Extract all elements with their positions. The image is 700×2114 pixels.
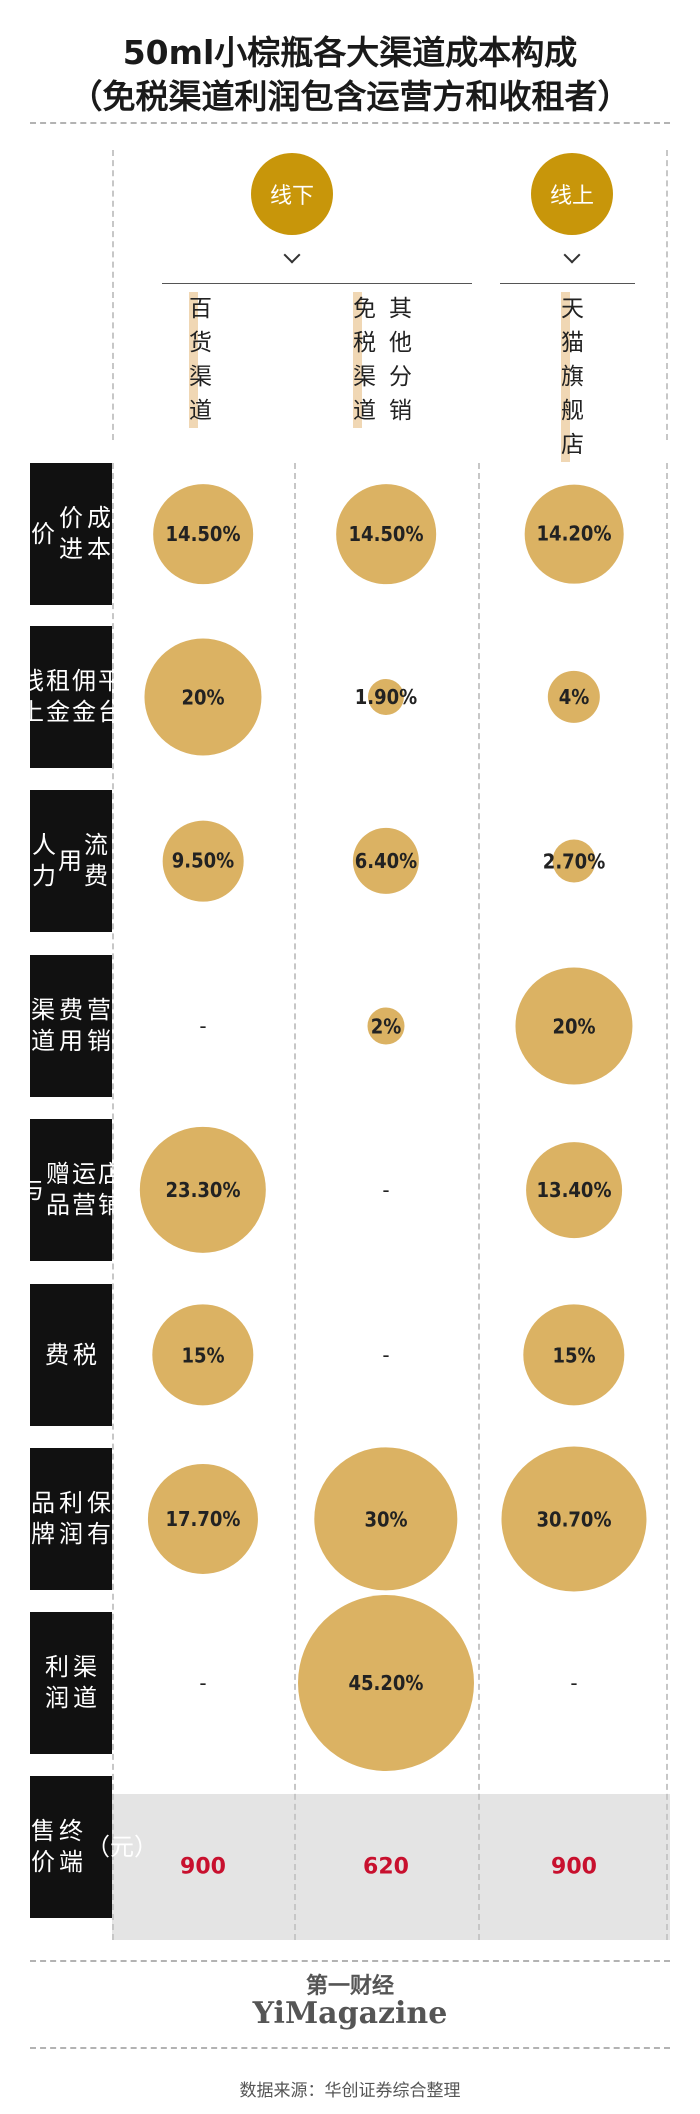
chevron-down-icon — [563, 246, 581, 264]
row-label-text: 用 — [58, 846, 82, 875]
row-label-text: 店铺 — [98, 1160, 122, 1219]
channel-dutyfree-label: 免税渠道 — [353, 292, 376, 428]
row-label-text: 费 — [45, 1340, 69, 1369]
cost-bubble: 45.20% — [298, 1595, 474, 1771]
channel-dept-label: 百货渠道 — [189, 292, 212, 428]
cost-bubble: 1.90% — [355, 678, 417, 716]
empty-value: - — [382, 1178, 390, 1202]
row-label-text: 流费 — [84, 831, 108, 890]
cost-bubble: 14.50% — [336, 484, 436, 584]
row-label-text: 成本 — [6, 831, 30, 890]
row-label-text: 保有 — [87, 1489, 111, 1548]
row-label: 平台 佣金 租金 线上 — [20, 626, 122, 768]
row-label-text: 价进 — [59, 504, 83, 563]
row-label-text: 终端 — [59, 1817, 83, 1876]
brand-logo-cn: 第一财经 — [305, 1974, 394, 1999]
column-separator — [478, 463, 480, 1940]
empty-value: - — [382, 1343, 390, 1367]
row-label-text: 利润 — [45, 1653, 69, 1712]
row-label-text: 平台 — [98, 667, 122, 726]
row-label-text: 租金 — [46, 667, 70, 726]
group-offline-pill: 线下 — [251, 153, 333, 235]
row-label-text: 税 — [73, 1340, 97, 1369]
chevron-down-icon — [283, 246, 301, 264]
channel-tmall-label: 天猫旗舰店 — [561, 292, 584, 462]
cost-bubble: 2% — [367, 1007, 405, 1045]
row-label-text: 赠品 — [46, 1160, 70, 1219]
cost-bubble: 6.40% — [352, 827, 420, 895]
title-divider — [30, 122, 670, 124]
retail-price-value: 620 — [363, 1854, 409, 1880]
column-separator — [294, 463, 296, 1940]
footer-divider-top — [30, 1960, 670, 1962]
cost-bubble: 30% — [314, 1447, 458, 1591]
row-label-text: 价 — [31, 519, 55, 548]
cost-bubble: 9.50% — [162, 820, 244, 902]
row-label-text: 佣金 — [72, 667, 96, 726]
cost-bubble: 15% — [523, 1304, 625, 1406]
row-label-text: （元） — [86, 1832, 158, 1863]
cost-bubble: 2.70% — [543, 839, 605, 883]
column-separator — [666, 463, 668, 1940]
cost-bubble: 15% — [152, 1304, 254, 1406]
cost-bubble: 14.50% — [153, 484, 253, 584]
cost-bubble: 23.30% — [139, 1126, 267, 1254]
row-label-text: 线上 — [20, 667, 44, 726]
row-label: +物 流费用人力 成本 — [6, 790, 154, 932]
cost-bubble: 4% — [547, 670, 601, 724]
retail-price-value: 900 — [551, 1854, 597, 1880]
row-label-text: 费用 — [59, 996, 83, 1055]
row-label-text: 营销 — [87, 996, 111, 1055]
header-right-border — [666, 150, 668, 440]
row-label-text: 渠道 — [73, 1653, 97, 1712]
online-group-line — [500, 283, 635, 284]
row-label-text: 渠道 — [31, 996, 55, 1055]
row-label: 成本 价进价 — [30, 463, 112, 605]
row-label-text: 品牌 — [31, 1489, 55, 1548]
row-label-text: 售价 — [31, 1817, 55, 1876]
row-label: 营销 费用 渠道 — [30, 955, 112, 1097]
cost-bubble: 13.40% — [526, 1142, 622, 1238]
channel-other-label: 其他分销 — [389, 296, 412, 424]
price-row-background — [112, 1794, 670, 1940]
retail-price-value: 900 — [180, 1854, 226, 1880]
cost-bubble: 20% — [144, 638, 262, 756]
empty-value: - — [570, 1671, 578, 1695]
chart-title-line1: 50ml小棕瓶各大渠道成本构成 — [122, 33, 578, 72]
cost-bubble: 30.70% — [501, 1446, 647, 1592]
row-label: 店铺 运营 赠品与 — [20, 1119, 122, 1261]
row-label-text: 人力 — [32, 831, 56, 890]
cost-bubble: 20% — [515, 967, 633, 1085]
row-label-text: 运营 — [72, 1160, 96, 1219]
group-online-pill: 线上 — [531, 153, 613, 235]
header-left-border — [112, 150, 114, 440]
offline-group-line — [162, 283, 472, 284]
row-label-text: 与 — [20, 1175, 44, 1204]
empty-value: - — [199, 1014, 207, 1038]
row-label-text: 利润 — [59, 1489, 83, 1548]
row-label: 税费 — [30, 1284, 112, 1426]
data-source-note: 数据来源：华创证券综合整理 — [239, 2081, 461, 2101]
cost-bubble: 14.20% — [524, 484, 624, 584]
brand-logo-en: YiMagazine — [252, 1996, 448, 2031]
footer-divider-bottom — [30, 2047, 670, 2049]
empty-value: - — [199, 1671, 207, 1695]
column-separator — [112, 463, 114, 1940]
row-label: 渠道 利润 — [30, 1612, 112, 1754]
row-label: 保有 利润 品牌 — [30, 1448, 112, 1590]
row-label-text: +物 — [110, 846, 155, 875]
chart-title-line2: （免税渠道利润包含运营方和收租者） — [69, 77, 631, 116]
row-label-text: 成本 — [87, 504, 111, 563]
cost-bubble: 17.70% — [147, 1463, 259, 1575]
